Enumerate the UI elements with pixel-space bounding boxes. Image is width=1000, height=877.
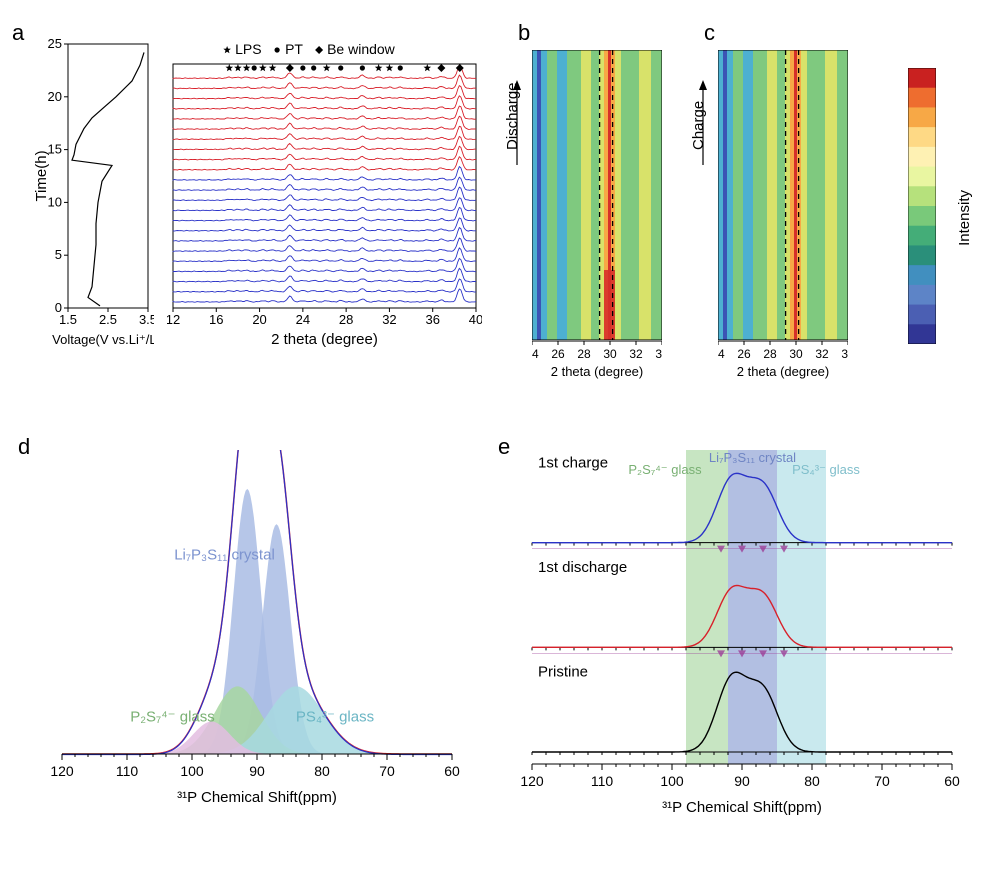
panel-c-xaxis-svg: 24 26 28 30 32 34 2 theta (degree)	[718, 340, 848, 382]
panel-c-heatmap	[718, 50, 848, 340]
svg-text:5: 5	[55, 247, 62, 262]
svg-text:Time(h): Time(h)	[34, 150, 50, 201]
svg-text:32: 32	[815, 347, 829, 361]
svg-text:³¹P Chemical Shift(ppm): ³¹P Chemical Shift(ppm)	[177, 789, 337, 806]
panel-d: d Li₇P₃S₁₁ crystal P₂S₇⁴⁻ glass PS₄³⁻ glas…	[12, 430, 482, 850]
svg-text:Li₇P₃S₁₁ crystal: Li₇P₃S₁₁ crystal	[709, 450, 796, 465]
svg-text:Be window: Be window	[327, 41, 396, 57]
svg-text:20: 20	[252, 312, 266, 327]
svg-text:90: 90	[734, 773, 750, 789]
svg-text:1st discharge: 1st discharge	[538, 559, 627, 576]
panel-d-label: d	[18, 434, 30, 460]
svg-text:28: 28	[763, 347, 777, 361]
panel-e: e P₂S₇⁴⁻ glass Li₇P₃S₁₁ crystalPS₄³⁻ glas…	[492, 430, 982, 850]
arrow-up-icon	[510, 80, 524, 170]
panel-d-nmr: Li₇P₃S₁₁ crystal P₂S₇⁴⁻ glass PS₄³⁻ glass 1…	[42, 450, 462, 810]
panel-c-label: c	[704, 20, 715, 46]
svg-text:26: 26	[737, 347, 751, 361]
svg-text:34: 34	[841, 347, 848, 361]
svg-text:40: 40	[469, 312, 482, 327]
svg-text:PT: PT	[285, 41, 303, 57]
svg-text:24: 24	[532, 347, 539, 361]
bottom-row: d Li₇P₃S₁₁ crystal P₂S₇⁴⁻ glass PS₄³⁻ glas…	[12, 430, 988, 860]
svg-text:2.5: 2.5	[99, 312, 117, 327]
svg-text:60: 60	[944, 773, 960, 789]
svg-text:34: 34	[655, 347, 662, 361]
svg-text:1st charge: 1st charge	[538, 454, 608, 471]
svg-text:25: 25	[48, 38, 62, 51]
svg-text:120: 120	[520, 773, 544, 789]
svg-text:30: 30	[789, 347, 803, 361]
intensity-colorbar	[908, 68, 936, 344]
top-row: a 05101520253.52.51.5Time(h)Voltage(V vs…	[12, 20, 988, 400]
panel-b: b Discharge 2426283032342 theta (degree)	[508, 20, 678, 390]
panel-e-nmr: P₂S₇⁴⁻ glass Li₇P₃S₁₁ crystalPS₄³⁻ glass 1…	[512, 440, 962, 820]
svg-text:60: 60	[444, 763, 460, 779]
svg-text:2 theta (degree): 2 theta (degree)	[551, 364, 644, 379]
svg-text:24: 24	[296, 312, 310, 327]
svg-text:32: 32	[629, 347, 643, 361]
figure-root: a 05101520253.52.51.5Time(h)Voltage(V vs…	[0, 0, 1000, 877]
svg-text:LPS: LPS	[235, 41, 261, 57]
svg-text:36: 36	[425, 312, 439, 327]
panel-a: a 05101520253.52.51.5Time(h)Voltage(V vs…	[12, 20, 492, 390]
intensity-label: Intensity	[956, 190, 973, 246]
svg-text:20: 20	[48, 89, 62, 104]
svg-text:P₂S₇⁴⁻ glass: P₂S₇⁴⁻ glass	[130, 709, 215, 726]
svg-text:90: 90	[249, 763, 265, 779]
panel-b-label: b	[518, 20, 530, 46]
svg-text:70: 70	[379, 763, 395, 779]
svg-text:16: 16	[209, 312, 223, 327]
svg-text:70: 70	[874, 773, 890, 789]
svg-text:80: 80	[804, 773, 820, 789]
panel-b-xaxis-svg: 24 26 28 30 32 34 2 theta (degree)	[532, 340, 662, 382]
svg-text:Li₇P₃S₁₁ crystal: Li₇P₃S₁₁ crystal	[174, 546, 275, 563]
panel-a-voltage-plot: 05101520253.52.51.5Time(h)Voltage(V vs.L…	[34, 38, 154, 348]
svg-text:12: 12	[167, 312, 180, 327]
svg-text:26: 26	[551, 347, 565, 361]
svg-text:32: 32	[382, 312, 396, 327]
intensity-colorbar-wrap: Intensity	[864, 20, 954, 390]
panel-c: c Charge 2426283032342 theta (degree)	[694, 20, 864, 390]
svg-text:1.5: 1.5	[59, 312, 77, 327]
panel-b-heatmap	[532, 50, 662, 340]
svg-text:30: 30	[603, 347, 617, 361]
svg-text:80: 80	[314, 763, 330, 779]
svg-text:PS₄³⁻ glass: PS₄³⁻ glass	[296, 709, 374, 726]
svg-text:P₂S₇⁴⁻ glass: P₂S₇⁴⁻ glass	[628, 462, 702, 477]
svg-text:24: 24	[718, 347, 725, 361]
svg-text:Pristine: Pristine	[538, 664, 588, 681]
svg-text:120: 120	[50, 763, 74, 779]
panel-a-xrd-plot: 12 16 20 24 28 32 36 40 2 theta (degree) LPS PT Be …	[167, 38, 482, 348]
svg-text:28: 28	[339, 312, 353, 327]
svg-text:28: 28	[577, 347, 591, 361]
panel-e-label: e	[498, 434, 510, 460]
svg-text:2 theta (degree): 2 theta (degree)	[737, 364, 830, 379]
svg-text:100: 100	[180, 763, 204, 779]
svg-text:Voltage(V vs.Li⁺/Li): Voltage(V vs.Li⁺/Li)	[52, 332, 154, 347]
svg-text:2 theta (degree): 2 theta (degree)	[271, 331, 378, 348]
arrow-up-icon	[696, 80, 710, 170]
panel-a-label: a	[12, 20, 24, 46]
svg-text:3.5: 3.5	[139, 312, 154, 327]
svg-text:PS₄³⁻ glass: PS₄³⁻ glass	[792, 462, 860, 477]
svg-text:100: 100	[660, 773, 684, 789]
svg-text:³¹P Chemical Shift(ppm): ³¹P Chemical Shift(ppm)	[662, 799, 822, 816]
panel-c-xaxis: 24 26 28 30 32 34 2 theta (degree)	[718, 340, 848, 385]
svg-text:110: 110	[116, 763, 139, 779]
svg-text:110: 110	[591, 773, 614, 789]
panel-b-xaxis: 24 26 28 30 32 34 2 theta (degree)	[532, 340, 662, 385]
